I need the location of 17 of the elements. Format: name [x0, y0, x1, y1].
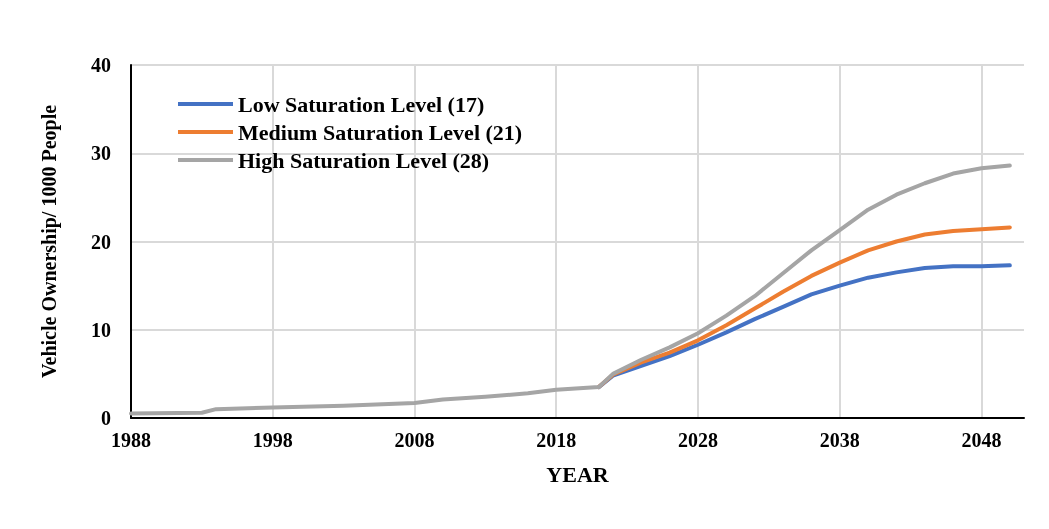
y-tick-label: 40	[91, 54, 111, 76]
legend-label: Medium Saturation Level (21)	[238, 119, 523, 145]
x-tick-label: 2008	[394, 429, 435, 451]
y-tick-label: 30	[91, 142, 111, 165]
x-tick-label: 2038	[819, 429, 860, 451]
y-axis-title: Vehicle Ownership/ 1000 People	[38, 104, 61, 379]
x-tick-label: 1998	[252, 429, 293, 451]
x-tick-label: 1988	[111, 429, 151, 451]
x-tick-label: 2028	[677, 429, 718, 451]
x-tick-label: 2048	[961, 429, 1002, 451]
legend-label: Low Saturation Level (17)	[238, 91, 485, 117]
y-tick-label: 0	[101, 407, 111, 429]
legend-label: High Saturation Level (28)	[238, 147, 490, 173]
x-axis-title: YEAR	[546, 461, 610, 487]
y-tick-label: 20	[91, 230, 111, 253]
y-tick-label: 10	[91, 318, 111, 341]
x-tick-label: 2018	[536, 429, 577, 451]
